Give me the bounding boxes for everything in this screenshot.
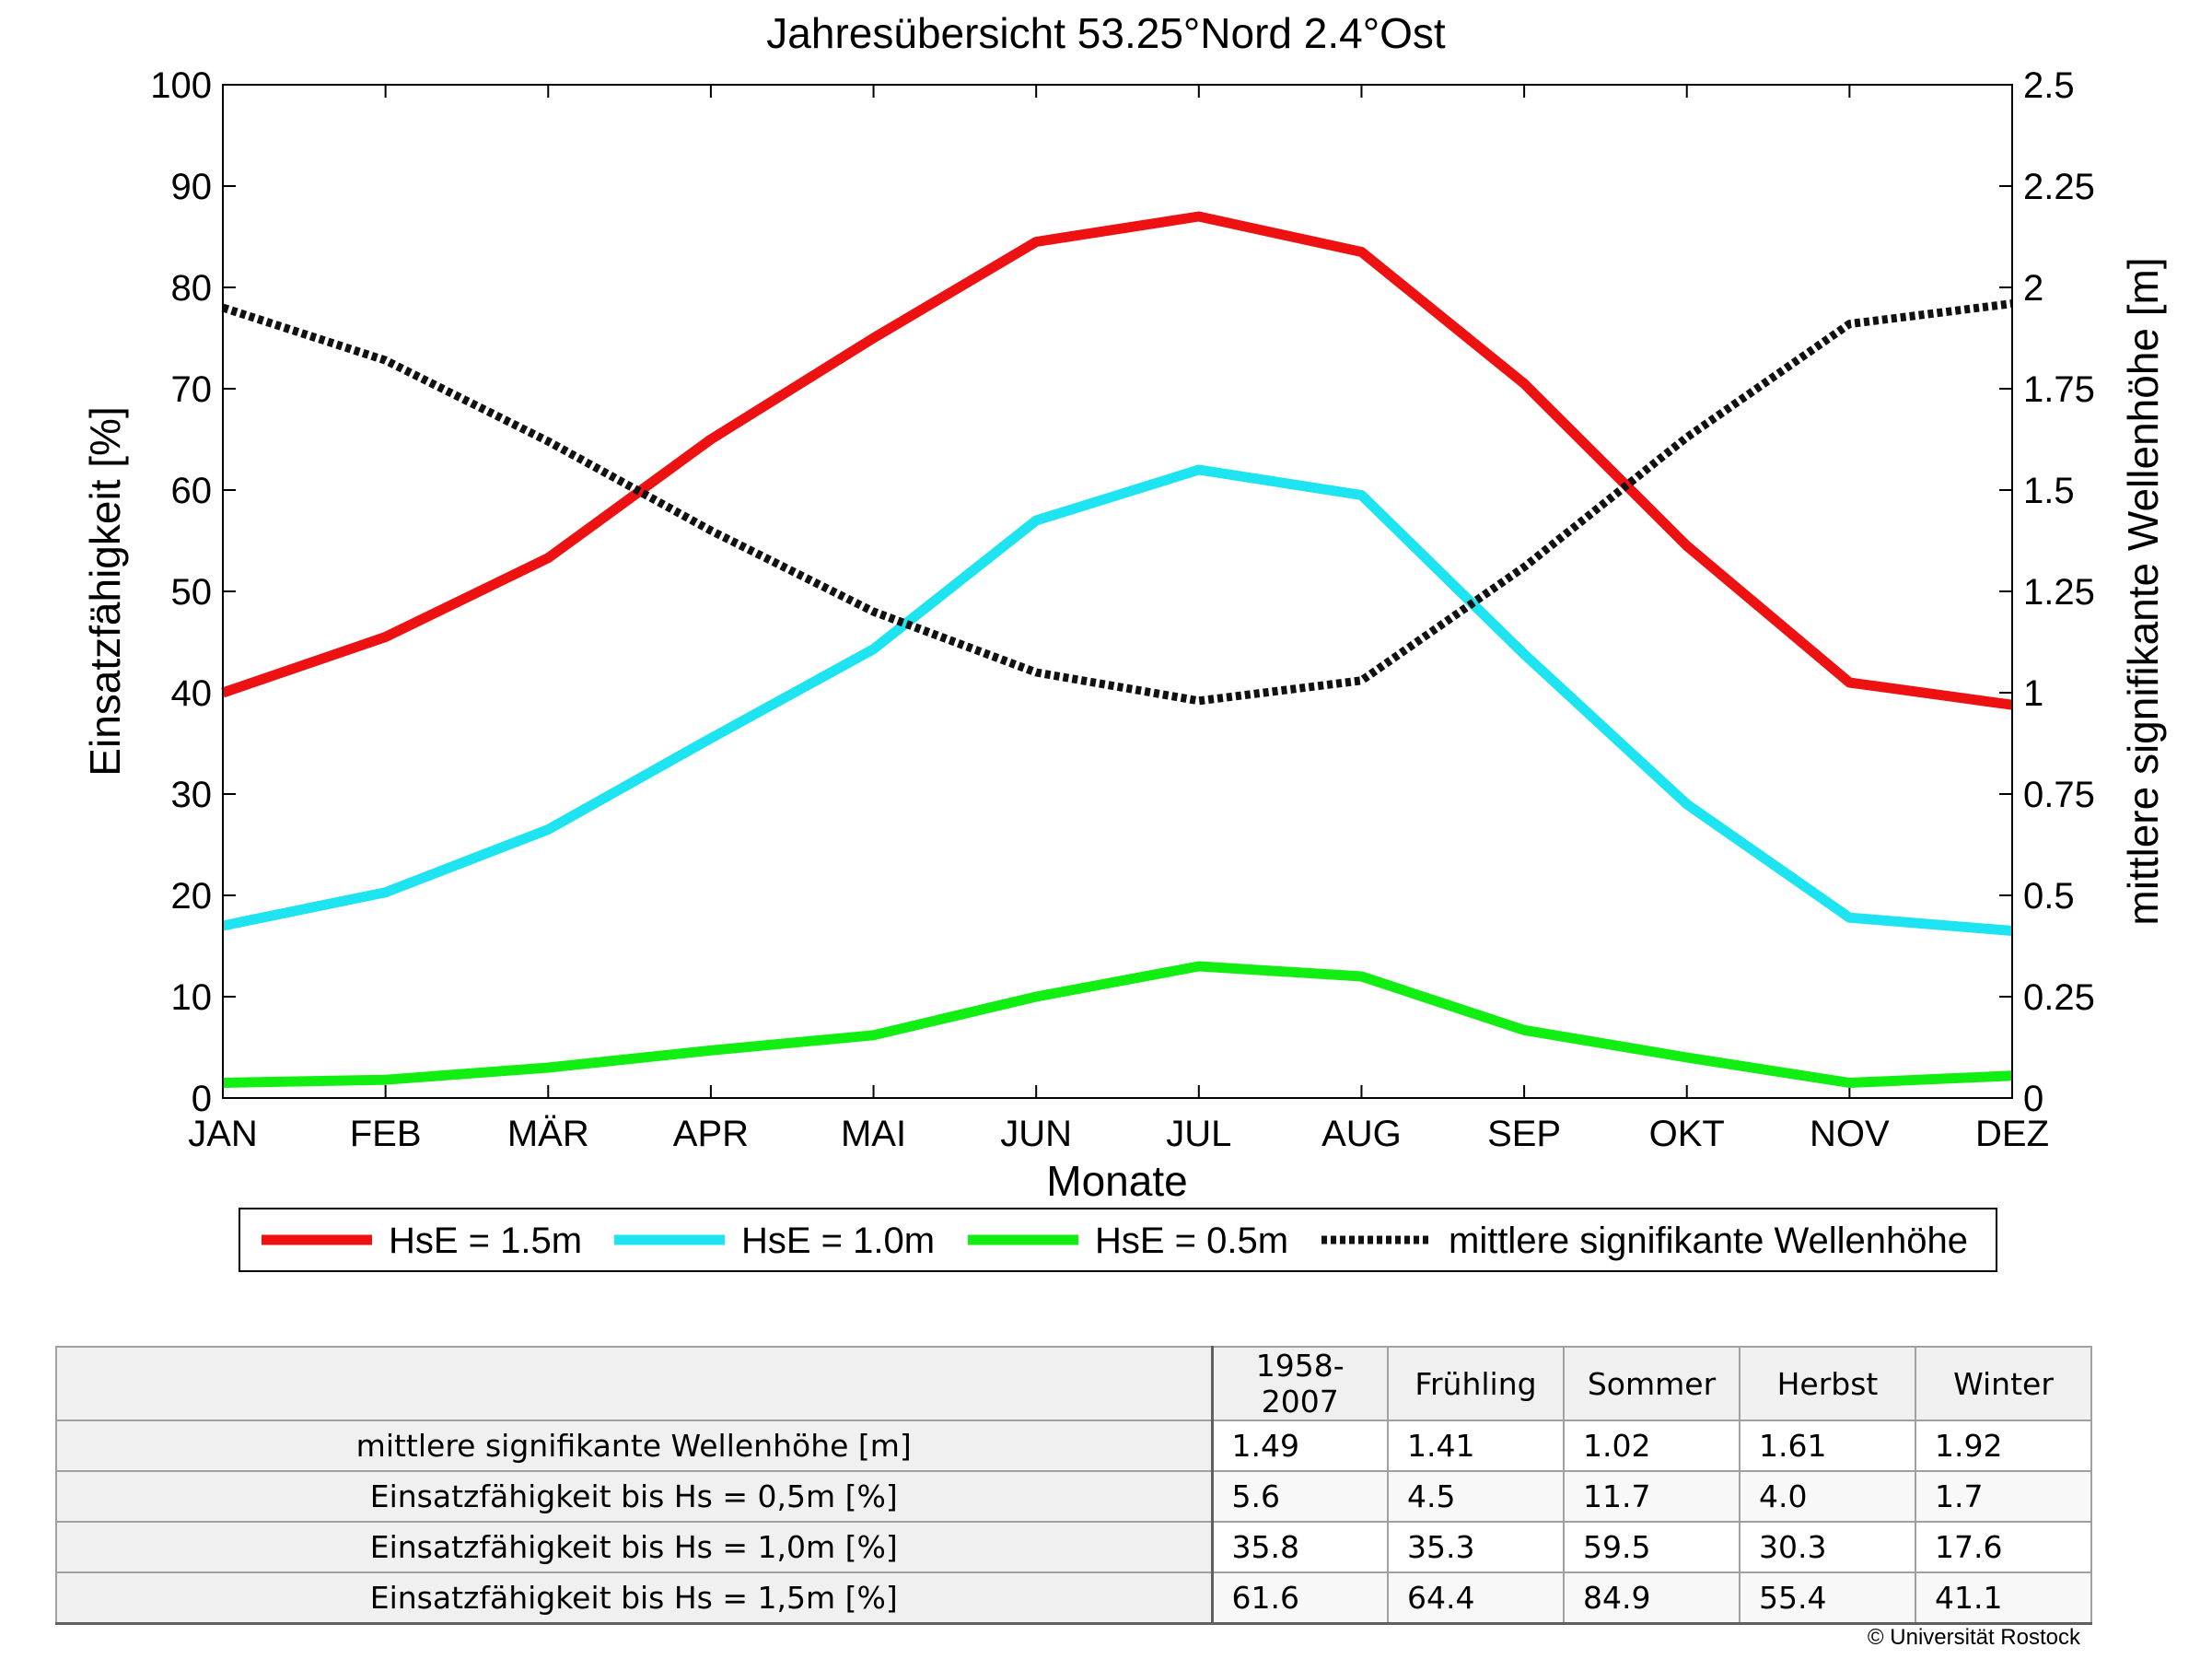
column-header-spring: Frühling bbox=[1387, 1346, 1565, 1421]
series-line-2 bbox=[222, 961, 2013, 1088]
y-tick-label: 0 bbox=[192, 1079, 212, 1119]
y2-tick-label: 1 bbox=[2023, 673, 2043, 714]
table-cell: 4.0 bbox=[1739, 1470, 1916, 1523]
legend-label-2: HsE = 0.5m bbox=[1095, 1221, 1288, 1261]
x-tick-label: MÄR bbox=[507, 1114, 589, 1154]
table-row: Einsatzfähigkeit bis Hs = 1,0m [%] 35.8 … bbox=[55, 1521, 2092, 1573]
plot-frame bbox=[222, 84, 2013, 1099]
table-cell: 41.1 bbox=[1915, 1571, 2092, 1625]
y2-tick-label: 1.25 bbox=[2023, 572, 2095, 613]
x-tick-label: JAN bbox=[188, 1114, 258, 1154]
y-axis-label: Einsatzfähigkeit [%] bbox=[81, 406, 129, 776]
table-cell: 1.02 bbox=[1563, 1419, 1740, 1472]
table-corner-cell bbox=[55, 1346, 1214, 1421]
table-cell: 55.4 bbox=[1739, 1571, 1916, 1625]
y2-tick-label: 1.5 bbox=[2023, 471, 2075, 511]
chart: Jahresübersicht 53.25°Nord 2.4°Ost JAN FE… bbox=[81, 9, 2167, 1272]
y-tick-label: 100 bbox=[150, 65, 212, 106]
table-cell: 1.41 bbox=[1387, 1419, 1565, 1472]
table-row: mittlere signifikante Wellenhöhe [m] 1.4… bbox=[55, 1419, 2092, 1472]
table-cell: 5.6 bbox=[1211, 1470, 1389, 1523]
y2-axis-label: mittlere signifikante Wellenhöhe [m] bbox=[2119, 257, 2167, 925]
row-label: mittlere signifikante Wellenhöhe [m] bbox=[55, 1419, 1214, 1472]
y-tick-label: 40 bbox=[171, 673, 213, 714]
x-tick-label: MAI bbox=[841, 1114, 906, 1154]
y-tick-label: 70 bbox=[171, 369, 213, 410]
table-cell: 17.6 bbox=[1915, 1521, 2092, 1573]
table-header-row: 1958-2007 Frühling Sommer Herbst Winter bbox=[55, 1346, 2092, 1421]
table-cell: 1.61 bbox=[1739, 1419, 1916, 1472]
y2-tick-label: 0.75 bbox=[2023, 775, 2095, 815]
x-tick-label: SEP bbox=[1487, 1114, 1561, 1154]
table-cell: 11.7 bbox=[1563, 1470, 1740, 1523]
x-tick-label: AUG bbox=[1321, 1114, 1402, 1154]
legend-label-1: HsE = 1.0m bbox=[741, 1221, 935, 1261]
y2-tick-label: 0 bbox=[2023, 1079, 2043, 1119]
copyright-notice: © Universität Rostock bbox=[1867, 1625, 2080, 1650]
table-row: Einsatzfähigkeit bis Hs = 0,5m [%] 5.6 4… bbox=[55, 1470, 2092, 1523]
chart-series bbox=[221, 211, 2013, 1088]
table-cell: 1.7 bbox=[1915, 1470, 2092, 1523]
table-cell: 1.92 bbox=[1915, 1419, 2092, 1472]
x-tick-label: OKT bbox=[1649, 1114, 1725, 1154]
y-tick-label: 20 bbox=[171, 876, 213, 917]
y-tick-label: 90 bbox=[171, 167, 213, 207]
table-cell: 35.3 bbox=[1387, 1521, 1565, 1573]
x-tick-label: NOV bbox=[1810, 1114, 1890, 1154]
legend-label-3: mittlere signifikante Wellenhöhe bbox=[1449, 1221, 1968, 1261]
table-cell: 61.6 bbox=[1211, 1571, 1389, 1625]
row-label: Einsatzfähigkeit bis Hs = 1,0m [%] bbox=[55, 1521, 1214, 1573]
y2-tick-label: 2.5 bbox=[2023, 65, 2075, 106]
series-line-1 bbox=[221, 464, 2013, 936]
series-line-0 bbox=[221, 211, 2013, 710]
y2-tick-label: 0.25 bbox=[2023, 977, 2095, 1018]
y-tick-label: 80 bbox=[171, 268, 213, 309]
x-tick-label: DEZ bbox=[1975, 1114, 2049, 1154]
column-header-period: 1958-2007 bbox=[1211, 1346, 1389, 1421]
chart-title: Jahresübersicht 53.25°Nord 2.4°Ost bbox=[766, 9, 1446, 57]
table-cell: 30.3 bbox=[1739, 1521, 1916, 1573]
column-header-autumn: Herbst bbox=[1739, 1346, 1916, 1421]
column-header-summer: Sommer bbox=[1563, 1346, 1740, 1421]
table-cell: 1.49 bbox=[1211, 1419, 1389, 1472]
x-tick-label: JUN bbox=[1000, 1114, 1072, 1154]
y-tick-label: 30 bbox=[171, 775, 213, 815]
table-cell: 4.5 bbox=[1387, 1470, 1565, 1523]
y2-tick-label: 2 bbox=[2023, 268, 2043, 309]
statistics-table: 1958-2007 Frühling Sommer Herbst Winter … bbox=[55, 1346, 2092, 1625]
axis-ticks: JAN FEB MÄR APR MAI JUN JUL AUG SEP OKT NOV DEZ0102… bbox=[150, 65, 2095, 1154]
y-tick-label: 10 bbox=[171, 977, 213, 1018]
table-cell: 35.8 bbox=[1211, 1521, 1389, 1573]
legend-label-0: HsE = 1.5m bbox=[389, 1221, 582, 1261]
table-cell: 64.4 bbox=[1387, 1571, 1565, 1625]
legend: HsE = 1.5m HsE = 1.0m HsE = 0.5m mittlere s… bbox=[239, 1208, 1997, 1272]
y2-tick-label: 0.5 bbox=[2023, 876, 2075, 917]
table-cell: 84.9 bbox=[1563, 1571, 1740, 1625]
column-header-winter: Winter bbox=[1915, 1346, 2092, 1421]
row-label: Einsatzfähigkeit bis Hs = 0,5m [%] bbox=[55, 1470, 1214, 1523]
x-tick-label: APR bbox=[673, 1114, 749, 1154]
series-line-3 bbox=[221, 299, 2013, 706]
table-cell: 59.5 bbox=[1563, 1521, 1740, 1573]
x-tick-label: JUL bbox=[1166, 1114, 1231, 1154]
row-label: Einsatzfähigkeit bis Hs = 1,5m [%] bbox=[55, 1571, 1214, 1625]
y2-tick-label: 2.25 bbox=[2023, 167, 2095, 207]
table-row: Einsatzfähigkeit bis Hs = 1,5m [%] 61.6 … bbox=[55, 1571, 2092, 1625]
legend-box bbox=[239, 1208, 1997, 1272]
y-tick-label: 60 bbox=[171, 471, 213, 511]
y-tick-label: 50 bbox=[171, 572, 213, 613]
x-tick-label: FEB bbox=[350, 1114, 422, 1154]
x-axis-label: Monate bbox=[1046, 1157, 1187, 1205]
y2-tick-label: 1.75 bbox=[2023, 369, 2095, 410]
